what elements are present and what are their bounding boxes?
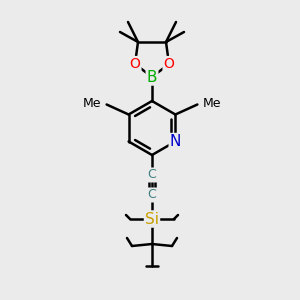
- Text: Me: Me: [83, 97, 102, 110]
- Text: C: C: [148, 169, 156, 182]
- Text: B: B: [147, 70, 157, 85]
- Text: Si: Si: [145, 212, 159, 226]
- Text: O: O: [130, 57, 140, 71]
- Text: Me: Me: [202, 97, 221, 110]
- Text: N: N: [170, 134, 181, 149]
- Text: O: O: [164, 57, 174, 71]
- Text: C: C: [148, 188, 156, 202]
